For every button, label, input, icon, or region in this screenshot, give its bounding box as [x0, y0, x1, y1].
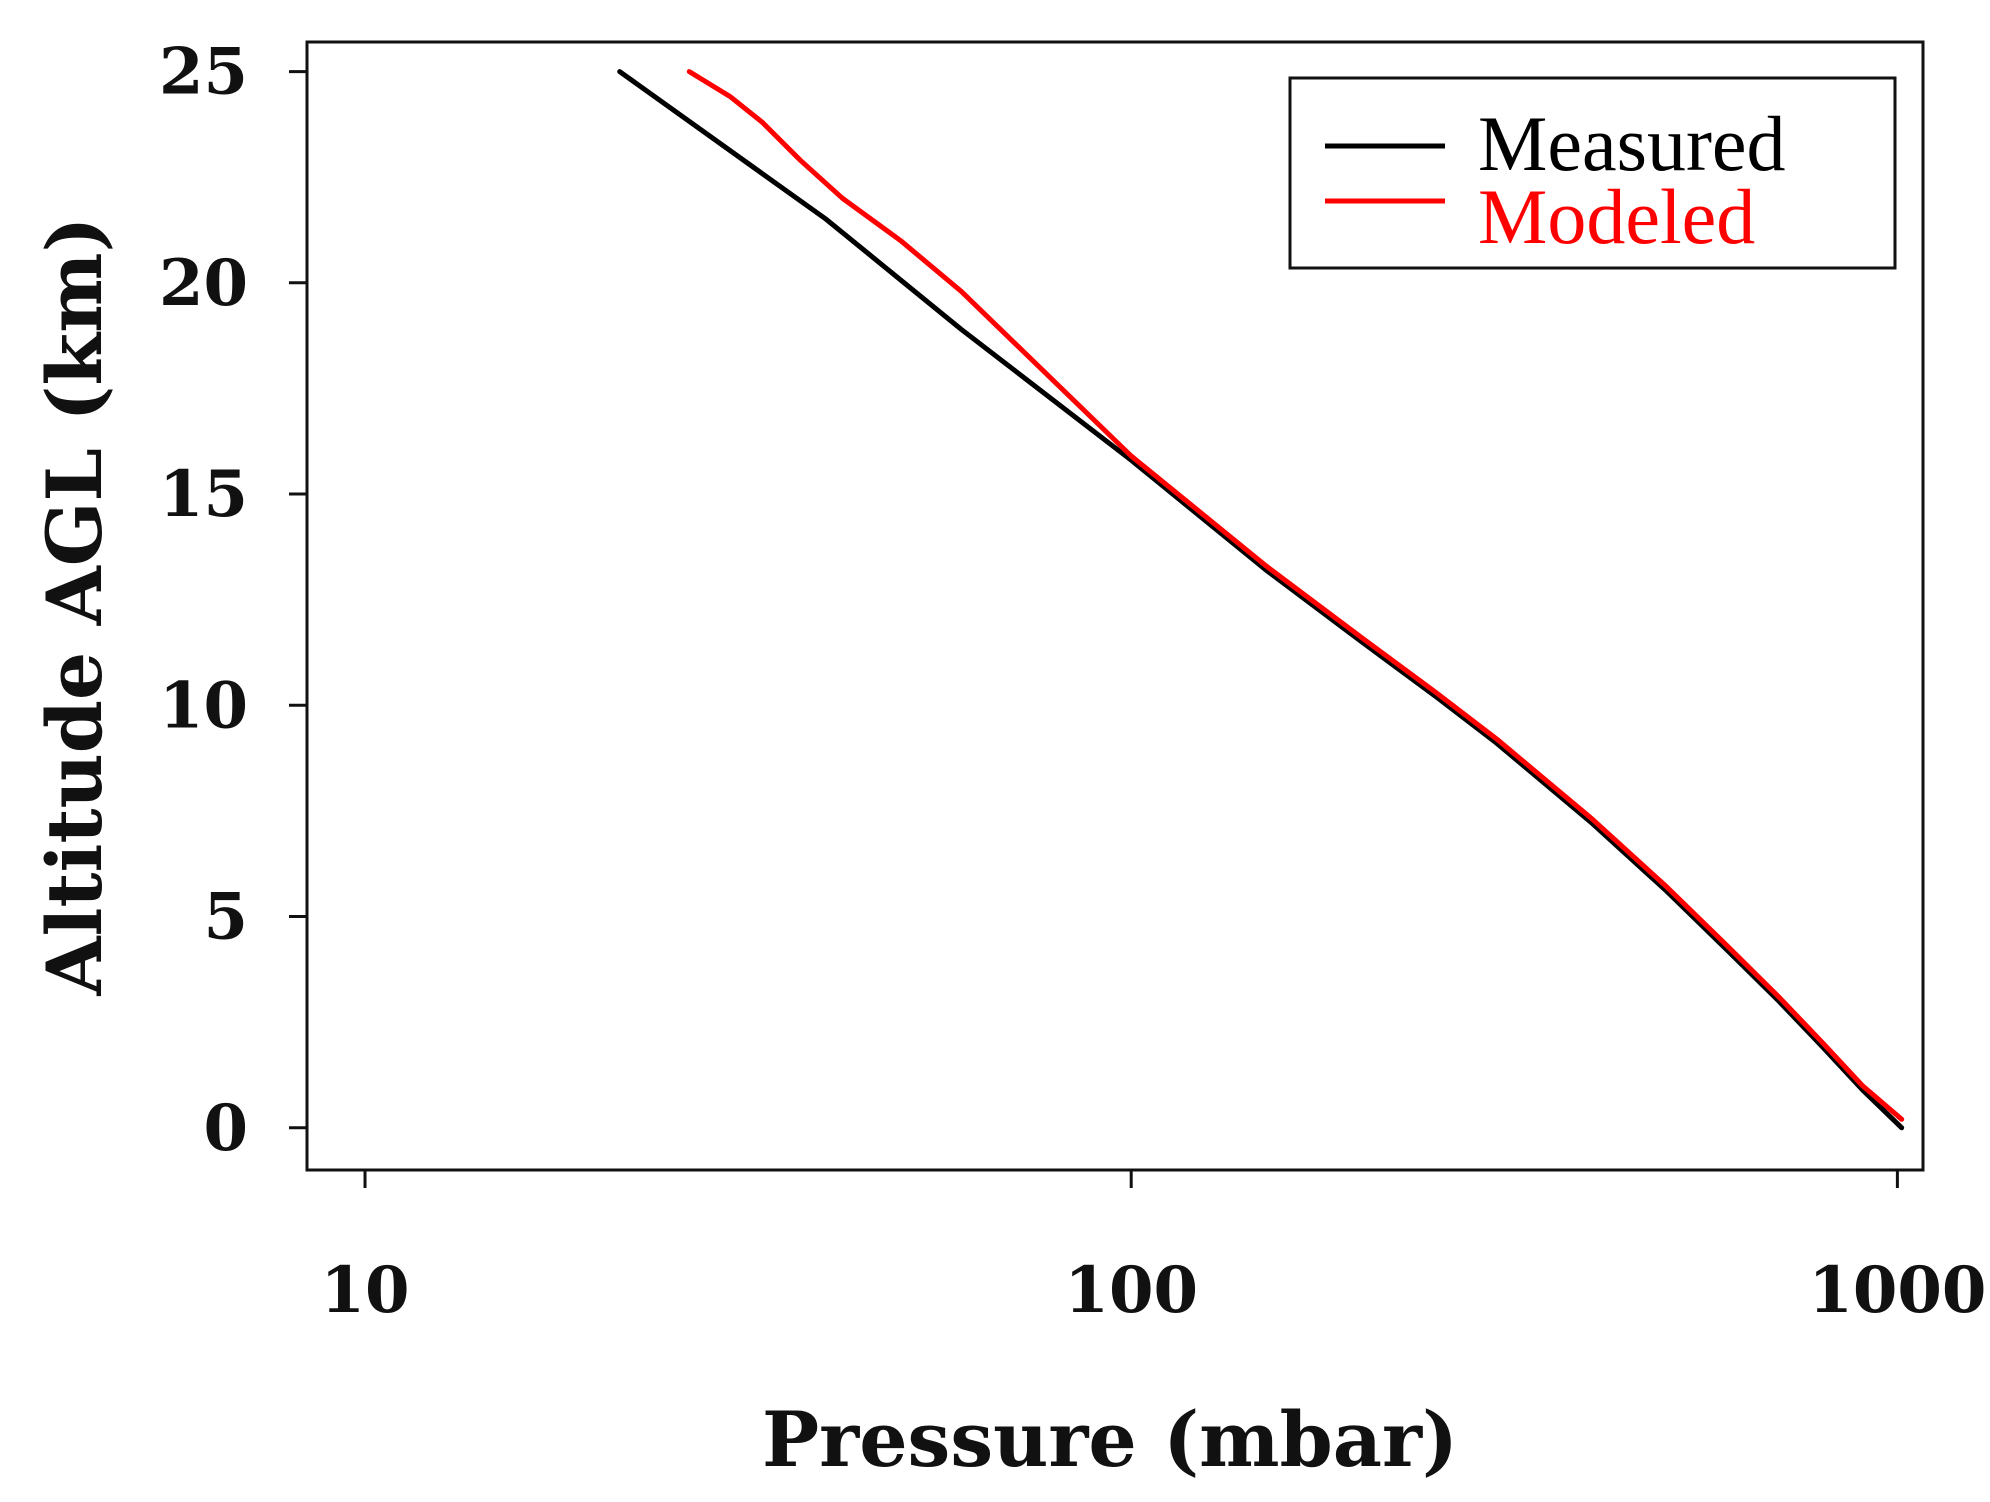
- y-tick-label: 25: [159, 35, 248, 110]
- series-line-modeled: [686, 69, 1905, 1122]
- series-layer: [617, 69, 1905, 1131]
- y-tick-label: 0: [203, 1091, 248, 1166]
- y-tick-label: 20: [159, 246, 248, 321]
- y-tick-label: 10: [159, 668, 248, 743]
- legend: Measured Modeled: [1288, 76, 1897, 270]
- x-axis: 10 100 1000: [320, 1170, 1986, 1328]
- legend-label-measured: Measured: [1478, 100, 1786, 187]
- x-tick-label: 1000: [1808, 1253, 1986, 1328]
- y-tick-label: 15: [159, 457, 248, 532]
- x-tick-label: 10: [320, 1253, 409, 1328]
- y-axis: 0 5 10 15 20 25: [159, 35, 307, 1166]
- x-tick-label: 100: [1064, 1253, 1198, 1328]
- legend-box: [1288, 76, 1897, 270]
- legend-label-modeled: Modeled: [1478, 173, 1755, 260]
- plot-frame: [305, 40, 1925, 1172]
- y-axis-title: Altitude AGL (km): [30, 217, 119, 997]
- y-tick-label: 5: [203, 880, 248, 955]
- x-axis-title: Pressure (mbar): [762, 1395, 1458, 1484]
- series-line-measured: [617, 69, 1905, 1131]
